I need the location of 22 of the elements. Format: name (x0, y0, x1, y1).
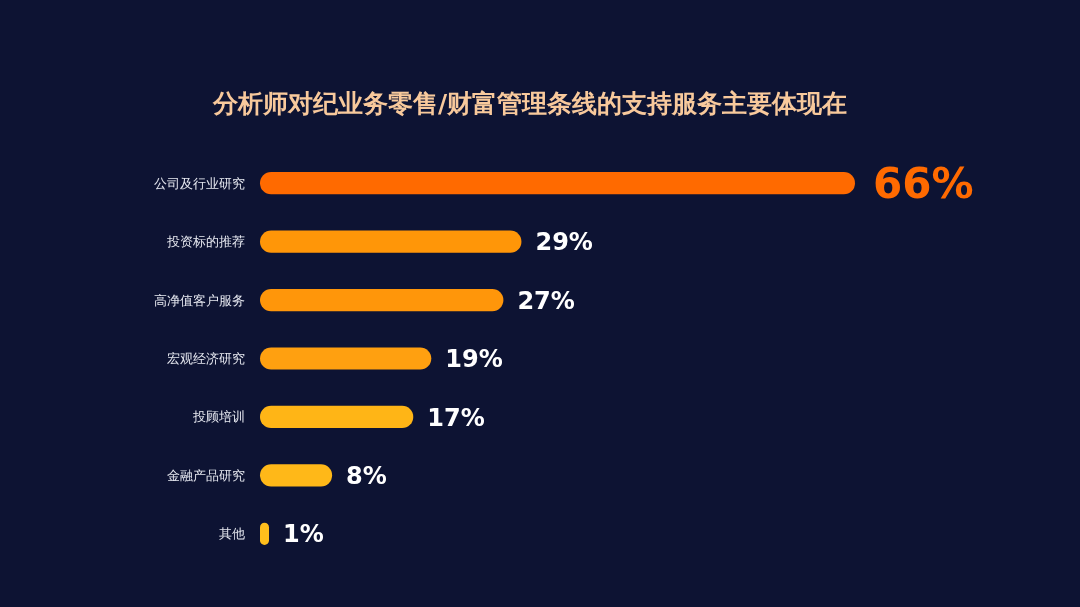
data-label: 27% (517, 286, 575, 315)
bar (260, 230, 522, 253)
data-label: 29% (535, 228, 593, 257)
y-tick-label: 高净值客户服务 (154, 292, 245, 308)
data-label: 1% (283, 520, 324, 549)
data-label: 19% (445, 345, 503, 374)
data-label: 8% (346, 462, 387, 490)
y-tick-label: 投顾培训 (192, 409, 245, 425)
data-label: 66% (873, 159, 974, 209)
data-label: 17% (427, 403, 485, 432)
bar (260, 347, 432, 370)
chart-title: 分析师对纪业务零售/财富管理条线的支持服务主要体现在 (211, 89, 848, 118)
y-tick-label: 宏观经济研究 (167, 351, 245, 367)
y-tick-label: 金融产品研究 (167, 467, 245, 483)
y-tick-label: 投资标的推荐 (166, 234, 245, 250)
y-tick-label: 公司及行业研究 (154, 175, 245, 191)
bar (260, 464, 333, 487)
bar (260, 405, 414, 429)
bar (260, 288, 504, 312)
y-tick-label: 其他 (219, 526, 245, 542)
bar (260, 522, 270, 545)
bar (260, 172, 855, 195)
